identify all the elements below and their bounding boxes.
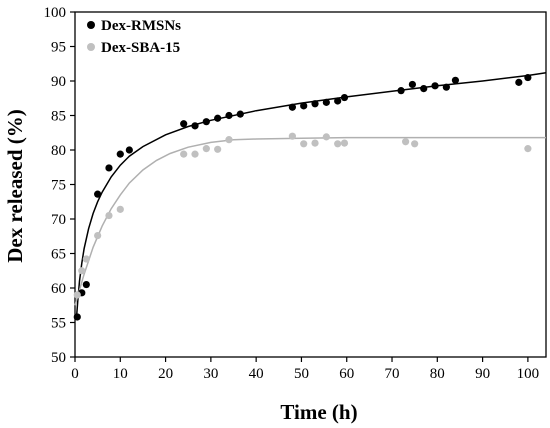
x-axis-ticks: 0 10 20 30 40 50 60 70 80 90 100 [71, 357, 539, 382]
data-point-rmsns [300, 102, 308, 110]
y-tick-label: 95 [51, 40, 66, 56]
data-point-sba15 [225, 136, 233, 144]
data-point-rmsns [431, 82, 439, 90]
data-point-rmsns [288, 103, 296, 111]
data-points [73, 73, 532, 321]
data-point-sba15 [214, 145, 222, 153]
data-point-rmsns [214, 114, 222, 122]
data-point-rmsns [420, 84, 428, 93]
x-tick-label: 40 [249, 366, 264, 382]
x-tick-label: 80 [430, 366, 445, 382]
data-point-rmsns [225, 111, 233, 120]
legend-label: Dex-RMSNs [101, 18, 181, 34]
data-point-sba15 [82, 255, 90, 263]
data-point-sba15 [180, 150, 188, 158]
data-point-sba15 [411, 140, 419, 148]
x-tick-label: 70 [385, 366, 400, 382]
y-axis-ticks: 50 55 60 65 70 75 80 85 90 95 100 [44, 5, 75, 366]
y-tick-label: 55 [51, 316, 66, 332]
data-point-sba15 [105, 211, 113, 220]
plot-border [74, 11, 547, 358]
x-tick-label: 20 [158, 366, 173, 382]
data-point-sba15 [300, 140, 308, 148]
y-tick-label: 50 [51, 350, 66, 366]
x-tick-label: 50 [294, 366, 309, 382]
data-point-rmsns [451, 76, 460, 84]
x-tick-label: 10 [113, 366, 128, 382]
data-point-sba15 [94, 231, 102, 240]
data-point-rmsns [82, 280, 90, 289]
x-tick-label: 60 [339, 366, 354, 382]
x-tick-label: 0 [71, 366, 79, 382]
y-tick-label: 100 [44, 5, 67, 21]
data-point-rmsns [116, 150, 124, 158]
y-tick-label: 70 [51, 212, 66, 228]
y-tick-label: 65 [51, 247, 66, 263]
legend-marker [87, 21, 95, 29]
y-tick-label: 75 [51, 178, 66, 194]
data-point-sba15 [340, 139, 349, 147]
data-point-rmsns [334, 97, 342, 105]
data-point-sba15 [202, 145, 210, 153]
data-point-sba15 [402, 138, 410, 146]
data-point-rmsns [202, 118, 210, 126]
data-point-sba15 [322, 133, 330, 141]
data-point-rmsns [180, 120, 188, 128]
data-point-rmsns [125, 146, 133, 154]
data-point-sba15 [524, 145, 532, 153]
data-point-rmsns [94, 190, 102, 198]
data-point-sba15 [73, 291, 81, 299]
y-tick-label: 90 [51, 74, 66, 90]
data-point-rmsns [442, 83, 450, 91]
data-point-rmsns [515, 78, 523, 86]
data-point-rmsns [311, 100, 319, 108]
fit-curves [74, 71, 547, 320]
legend-marker [87, 43, 95, 51]
y-tick-label: 80 [51, 143, 66, 159]
legend-label: Dex-SBA-15 [101, 40, 180, 56]
fit-curve-sba15 [74, 136, 546, 306]
data-point-rmsns [524, 73, 532, 82]
y-tick-label: 60 [51, 281, 66, 297]
data-point-rmsns [236, 110, 244, 118]
y-axis-title: Dex released (%) [3, 109, 27, 263]
data-point-sba15 [78, 267, 86, 275]
data-point-sba15 [288, 132, 296, 140]
data-point-rmsns [397, 87, 405, 95]
legend: Dex-RMSNs Dex-SBA-15 [87, 18, 181, 56]
x-tick-label: 30 [203, 366, 218, 382]
data-point-sba15 [334, 140, 342, 148]
data-point-rmsns [322, 98, 330, 106]
data-point-rmsns [191, 122, 199, 130]
data-point-sba15 [191, 150, 199, 158]
data-point-rmsns [340, 93, 349, 102]
data-point-sba15 [116, 205, 124, 213]
y-tick-label: 85 [51, 109, 66, 125]
x-tick-label: 100 [517, 366, 540, 382]
x-tick-label: 90 [475, 366, 490, 382]
data-point-rmsns [73, 313, 81, 321]
fit-curve-rmsns [75, 71, 547, 320]
x-axis-title: Time (h) [280, 400, 357, 424]
plot-frame [74, 11, 547, 358]
data-point-rmsns [408, 80, 416, 89]
data-point-sba15 [311, 139, 319, 147]
data-point-rmsns [105, 164, 113, 172]
